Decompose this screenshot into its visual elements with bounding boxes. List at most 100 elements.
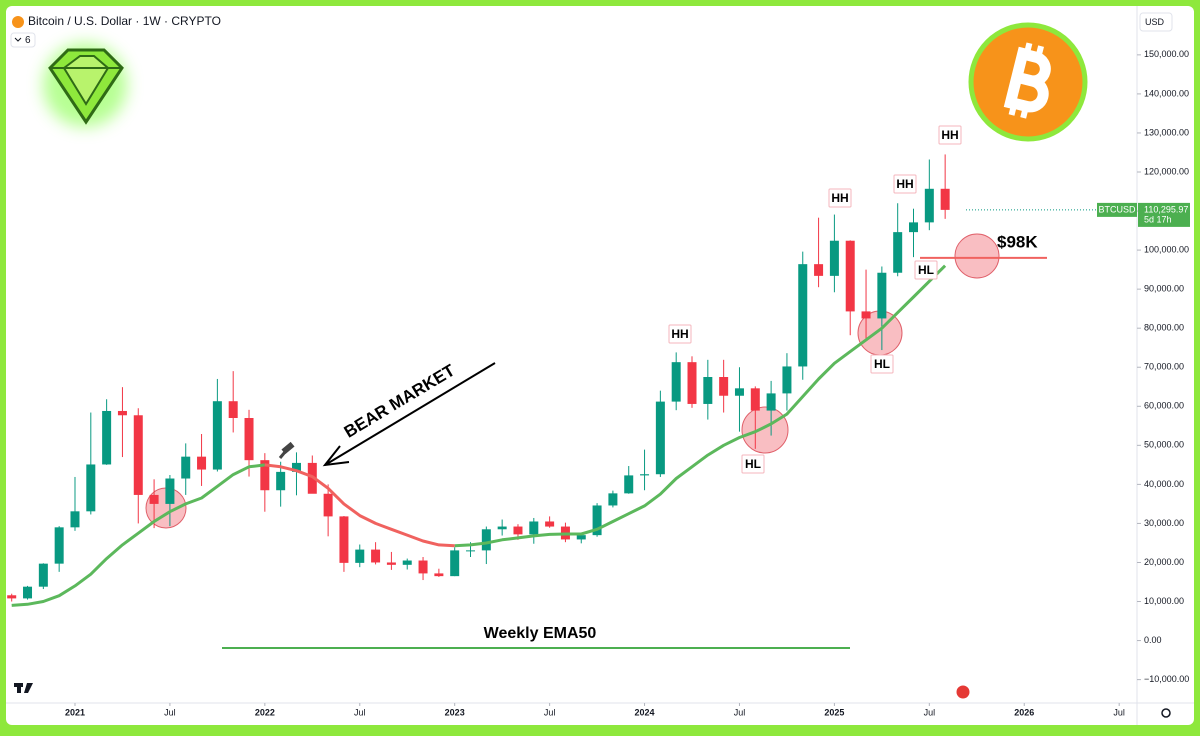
candle-body xyxy=(877,272,887,319)
candle-body xyxy=(845,240,855,312)
x-tick-label: 2021 xyxy=(65,707,85,717)
candle-body xyxy=(703,377,713,404)
x-tick-label: 2024 xyxy=(635,707,655,717)
candle-body xyxy=(355,549,365,563)
x-tick-label: Jul xyxy=(544,707,556,717)
ema-line xyxy=(11,264,947,607)
candle-body xyxy=(640,474,650,476)
candle-body xyxy=(481,529,491,551)
candle-body xyxy=(70,511,80,528)
candle-body xyxy=(244,418,254,461)
candle-body xyxy=(165,478,175,504)
annotation-box xyxy=(938,125,962,145)
settings-icon[interactable] xyxy=(1161,708,1171,718)
candle-body xyxy=(339,516,349,563)
candle-body xyxy=(38,563,48,587)
candle-body xyxy=(687,362,697,404)
y-tick-label: 50,000.00 xyxy=(1144,440,1184,450)
annotation: HL xyxy=(918,263,934,277)
candle-body xyxy=(466,550,476,552)
y-tick-label: 70,000.00 xyxy=(1144,362,1184,372)
y-tick-label: 80,000.00 xyxy=(1144,323,1184,333)
candle-body xyxy=(418,560,428,574)
candle-body xyxy=(893,232,903,273)
ema-line xyxy=(264,463,455,548)
indicator-toggle[interactable] xyxy=(10,32,36,48)
highlight-circles xyxy=(145,233,1000,529)
last-price-label: 110,295.97 xyxy=(1144,204,1188,214)
price-box xyxy=(1138,202,1190,227)
candle-body xyxy=(814,264,824,276)
bitcoin-logo xyxy=(968,22,1088,142)
currency: USD xyxy=(1145,17,1165,27)
candle-body xyxy=(228,401,238,418)
candle-body xyxy=(861,311,871,319)
x-tick-label: 2022 xyxy=(255,707,275,717)
x-tick-label: 2023 xyxy=(445,707,465,717)
candle-body xyxy=(276,471,286,491)
candle-body xyxy=(829,240,839,276)
candle-body xyxy=(23,586,33,599)
candle-body xyxy=(450,550,460,577)
annotation: HL xyxy=(874,357,890,371)
annotation: HH xyxy=(831,191,848,205)
y-tick-label: 40,000.00 xyxy=(1144,479,1184,489)
candle-body xyxy=(592,505,602,536)
candle-body xyxy=(386,562,396,565)
candle-body xyxy=(7,595,17,599)
x-tick-label: Jul xyxy=(354,707,366,717)
annotation-box xyxy=(741,454,765,474)
x-tick-label: Jul xyxy=(734,707,746,717)
candle-body xyxy=(750,388,760,411)
y-tick-label: 140,000.00 xyxy=(1144,88,1189,98)
candle-body xyxy=(940,188,950,210)
candle-body xyxy=(212,401,222,470)
bear-arrow xyxy=(322,362,496,467)
y-tick-label: 120,000.00 xyxy=(1144,166,1189,176)
y-tick-label: 30,000.00 xyxy=(1144,518,1184,528)
candle-body xyxy=(655,401,665,475)
annotation-box xyxy=(893,174,917,194)
indicator-count: 6 xyxy=(25,35,31,46)
annotation-box xyxy=(668,324,692,344)
y-tick-label: 0.00 xyxy=(1144,635,1162,645)
candle-body xyxy=(545,521,555,527)
candle-body xyxy=(291,462,301,472)
event-flag[interactable] xyxy=(955,684,971,700)
candle-body xyxy=(576,535,586,540)
candle-body xyxy=(149,494,159,504)
symbol-label: BTCUSD xyxy=(1098,204,1136,214)
candle-body xyxy=(924,188,934,223)
annotation: HH xyxy=(671,327,688,341)
candle-body xyxy=(529,521,539,535)
candle-body xyxy=(117,410,127,416)
candle-body xyxy=(513,526,523,535)
candle-body xyxy=(798,264,808,367)
candle-body xyxy=(719,377,729,396)
symbol-icon xyxy=(12,16,24,28)
candle-body xyxy=(497,526,507,530)
currency-button[interactable] xyxy=(1139,12,1173,32)
candle-body xyxy=(86,464,96,512)
hammer-icon xyxy=(278,441,295,459)
candle-body xyxy=(608,493,618,506)
annotation-box xyxy=(828,188,852,208)
candle-body xyxy=(434,573,444,577)
chevron xyxy=(14,37,22,42)
y-tick-label: 100,000.00 xyxy=(1144,244,1189,254)
annotation: HH xyxy=(941,128,958,142)
x-tick-label: 2025 xyxy=(824,707,844,717)
candle-body xyxy=(54,527,64,564)
candle-body xyxy=(734,388,744,396)
level-label: $98K xyxy=(997,232,1038,251)
annotation-box xyxy=(914,260,938,280)
candle-body xyxy=(133,415,143,495)
candle-body xyxy=(624,475,634,494)
candle-body xyxy=(102,410,112,465)
x-tick-label: Jul xyxy=(164,707,176,717)
x-tick-label: Jul xyxy=(1113,707,1125,717)
candle-body xyxy=(197,456,207,470)
y-tick-label: −10,000.00 xyxy=(1144,674,1189,684)
